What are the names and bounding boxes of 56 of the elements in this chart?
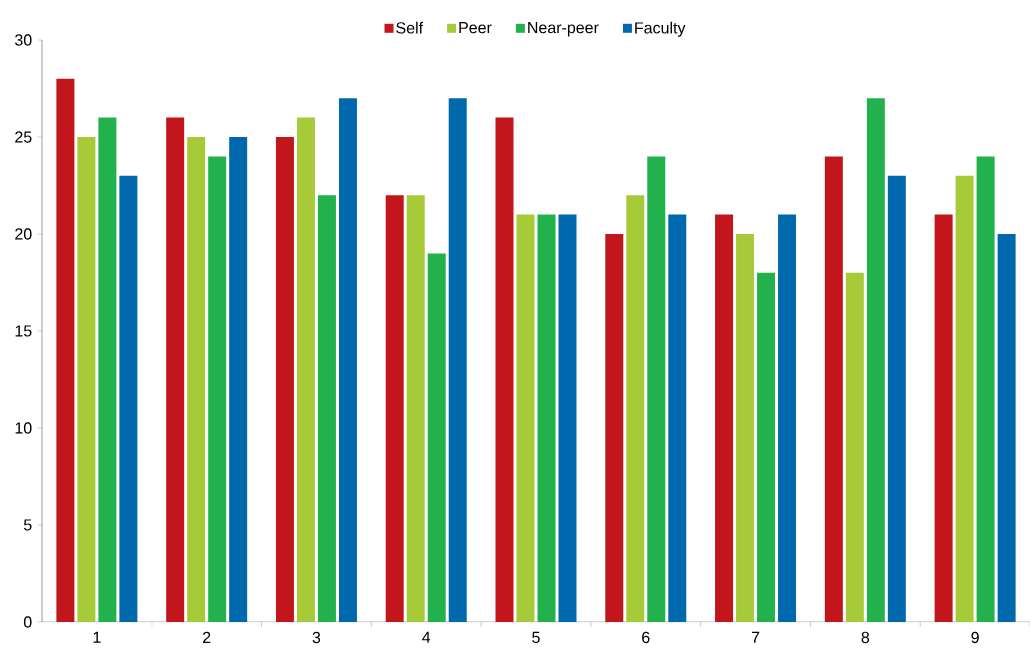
bar [77, 137, 96, 622]
x-tick-label: 6 [642, 631, 650, 644]
bar [558, 214, 577, 622]
bar [495, 117, 514, 622]
bar [385, 195, 404, 622]
bar [98, 117, 117, 622]
bar [537, 214, 556, 622]
bar [119, 175, 138, 622]
y-tick-label: 5 [23, 519, 32, 531]
bar [647, 156, 666, 622]
x-tick-label: 4 [422, 631, 431, 643]
bar [448, 98, 467, 622]
bar [427, 253, 446, 622]
bar [736, 234, 755, 622]
x-tick-label: 9 [971, 631, 979, 644]
bar [997, 234, 1016, 622]
bar [229, 137, 248, 622]
bar [955, 175, 974, 622]
bar [516, 214, 535, 622]
bar [715, 214, 734, 622]
bar [824, 156, 843, 622]
x-tick-label: 7 [751, 631, 760, 643]
y-tick-label: 10 [15, 422, 32, 434]
bar [605, 234, 624, 622]
legend-label: Near-peer [528, 22, 599, 37]
bar [317, 195, 336, 622]
bar [866, 98, 885, 622]
bar [668, 214, 687, 622]
bar [845, 272, 864, 622]
bar [778, 214, 797, 622]
bar [296, 117, 315, 622]
x-tick-label: 3 [312, 631, 321, 644]
legend-label: Peer [459, 22, 492, 34]
bar [166, 117, 185, 622]
y-tick-label: 0 [23, 616, 32, 628]
bar [338, 98, 357, 622]
bar [187, 137, 206, 622]
bar [934, 214, 953, 622]
x-tick-label: 8 [861, 631, 870, 644]
bar [406, 195, 425, 622]
bar [208, 156, 227, 622]
bar [626, 195, 645, 622]
bar [757, 272, 776, 622]
bar [887, 175, 906, 622]
legend-label: Self [396, 21, 424, 34]
y-tick-label: 30 [15, 34, 32, 46]
bar [976, 156, 995, 622]
y-tick-label: 25 [15, 131, 32, 143]
x-tick-label: 2 [203, 631, 211, 643]
bar [56, 78, 75, 622]
x-tick-label: 5 [532, 631, 540, 643]
legend-label: Faculty [635, 21, 686, 37]
x-tick-label: 1 [93, 631, 101, 643]
y-tick-label: 15 [15, 325, 32, 337]
y-tick-label: 20 [15, 228, 32, 240]
bar [275, 137, 294, 622]
